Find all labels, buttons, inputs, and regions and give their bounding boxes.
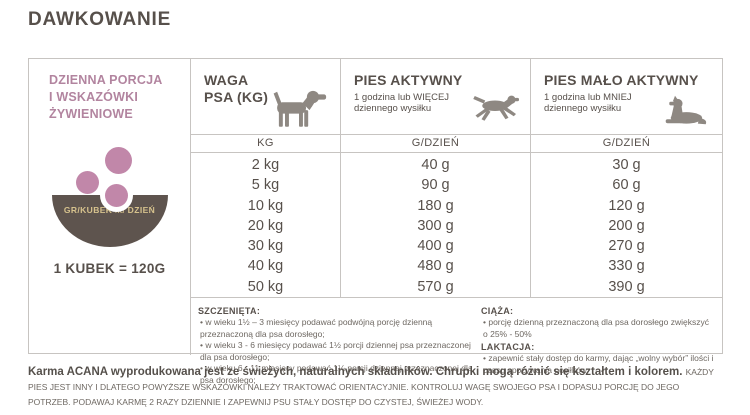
puppies-notes: SZCZENIĘTA: w wieku 1½ – 3 miesięcy poda… xyxy=(198,304,481,385)
pregnancy-lactation-notes: CIĄŻA: porcję dzienną przeznaczoną dla p… xyxy=(481,304,714,375)
standing-dog-icon xyxy=(271,86,327,129)
dosage-table: DZIENNA PORCJA I WSKAZÓWKI ŻYWIENIOWE GR… xyxy=(28,58,723,385)
less-active-dog-title: PIES MAŁO AKTYWNY xyxy=(544,72,699,88)
weight-value: 50 kg xyxy=(247,278,284,295)
less-active-dose-column: 30 g 60 g 120 g 200 g 270 g 330 g 390 g xyxy=(530,153,722,298)
daily-portion-heading: DZIENNA PORCJA I WSKAZÓWKI ŻYWIENIOWE xyxy=(49,73,163,121)
kibble-circle xyxy=(104,184,128,207)
weight-value: 5 kg xyxy=(251,177,280,194)
footer-disclaimer: Karma ACANA wyprodukowana jest ze świeży… xyxy=(28,364,724,409)
weight-value: 40 kg xyxy=(247,258,284,275)
cup-equivalence-note: 1 KUBEK = 120G xyxy=(53,261,166,276)
bowl-label-mid: na xyxy=(115,205,125,215)
bowl-illustration: GR/KUBEK na DZIEŃ xyxy=(43,147,177,251)
active-unit-header: G/DZIEŃ xyxy=(340,134,530,153)
pregnancy-notes-title: CIĄŻA: xyxy=(481,306,514,317)
weight-unit-header: KG xyxy=(190,134,340,153)
active-dose-value: 400 g xyxy=(417,238,454,255)
weight-value: 2 kg xyxy=(251,157,280,173)
less-active-dose-value: 200 g xyxy=(608,217,645,234)
pregnancy-note-item: porcję dzienną przeznaczoną dla psa doro… xyxy=(481,317,714,340)
lactation-notes-title: LAKTACJA: xyxy=(481,342,535,353)
less-active-dog-column-header: PIES MAŁO AKTYWNY 1 godzina lub MNIEJ dz… xyxy=(530,59,722,134)
active-dose-value: 300 g xyxy=(417,217,454,234)
less-active-dose-value: 60 g xyxy=(612,177,641,194)
puppies-notes-title: SZCZENIĘTA: xyxy=(198,306,261,317)
active-dog-subtitle: 1 godzina lub WIĘCEJ dziennego wysiłku xyxy=(354,92,450,114)
daily-portion-column: DZIENNA PORCJA I WSKAZÓWKI ŻYWIENIOWE GR… xyxy=(29,59,190,355)
weight-value: 20 kg xyxy=(247,217,284,234)
active-dose-value: 480 g xyxy=(417,258,454,275)
puppies-note-item: w wieku 1½ – 3 miesięcy podawać podwójną… xyxy=(198,317,481,340)
footnotes-section: SZCZENIĘTA: w wieku 1½ – 3 miesięcy poda… xyxy=(190,297,722,385)
active-dog-title: PIES AKTYWNY xyxy=(354,72,463,88)
footer-bold-text: Karma ACANA wyprodukowana jest ze świeży… xyxy=(28,366,686,378)
kibble-circle xyxy=(104,147,132,174)
less-active-dose-value: 390 g xyxy=(608,278,645,295)
bowl-label-post: DZIEŃ xyxy=(124,205,156,215)
active-dose-value: 570 g xyxy=(417,278,454,295)
bowl-label-pre: GR/KUBEK xyxy=(63,205,116,215)
active-dose-value: 90 g xyxy=(421,177,450,194)
page-title: DAWKOWANIE xyxy=(28,9,172,30)
less-active-dog-subtitle: 1 godzina lub MNIEJ dziennego wysiłku xyxy=(544,92,632,114)
bowl-label: GR/KUBEK na DZIEŃ xyxy=(52,205,168,215)
weight-values-column: 2 kg 5 kg 10 kg 20 kg 30 kg 40 kg 50 kg xyxy=(190,153,340,298)
less-active-dose-value: 330 g xyxy=(608,258,645,275)
less-active-unit-header: G/DZIEŃ xyxy=(530,134,722,153)
active-dog-column-header: PIES AKTYWNY 1 godzina lub WIĘCEJ dzienn… xyxy=(340,59,530,134)
weight-value: 10 kg xyxy=(247,197,284,214)
active-dose-column: 40 g 90 g 180 g 300 g 400 g 480 g 570 g xyxy=(340,153,530,298)
puppies-note-item: w wieku 3 - 6 miesięcy podawać 1½ porcji… xyxy=(198,340,481,363)
footer-caps-text: KAŻDY PIES JEST INNY I DLATEGO POWYŻSZE … xyxy=(28,367,714,407)
less-active-dose-value: 270 g xyxy=(608,238,645,255)
active-dose-value: 40 g xyxy=(421,157,450,173)
less-active-dose-value: 120 g xyxy=(608,197,645,214)
weight-column-title: WAGA PSA (KG) xyxy=(204,72,269,105)
lactation-note-item: zapewnić stały dostęp do karmy, dając „w… xyxy=(481,353,714,376)
less-active-dose-value: 30 g xyxy=(612,157,641,173)
weight-value: 30 kg xyxy=(247,238,284,255)
lying-dog-icon xyxy=(658,95,712,125)
kibble-circle xyxy=(75,171,99,194)
running-dog-icon xyxy=(469,93,521,123)
weight-column-header: WAGA PSA (KG) xyxy=(190,59,340,134)
active-dose-value: 180 g xyxy=(417,197,454,214)
puppies-note-item: w wieku 6 - 11 miesięcy podawać 1¼ porcj… xyxy=(198,363,481,386)
